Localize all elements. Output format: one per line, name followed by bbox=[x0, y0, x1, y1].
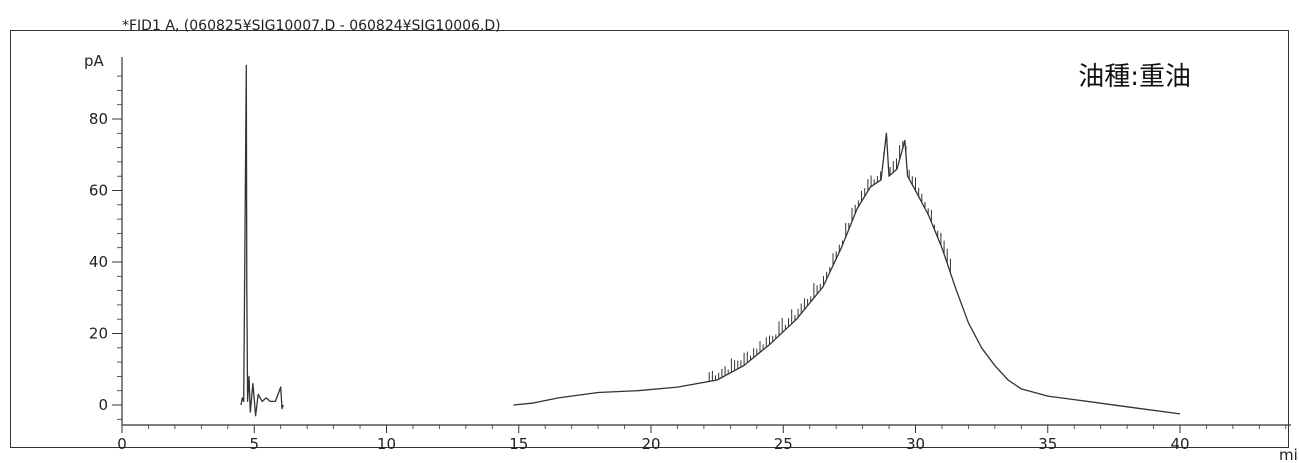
x-tick-label: 20 bbox=[641, 435, 660, 453]
x-tick-label: 0 bbox=[117, 435, 127, 453]
x-tick-label: 40 bbox=[1170, 435, 1189, 453]
x-tick-label: 15 bbox=[509, 435, 528, 453]
x-tick-label: 25 bbox=[774, 435, 793, 453]
x-tick-label: 35 bbox=[1038, 435, 1057, 453]
chromatogram-trace-segment bbox=[513, 132, 1181, 415]
x-tick-label: 30 bbox=[906, 435, 925, 453]
chart-frame bbox=[10, 30, 1289, 448]
chromatogram-trace-segment bbox=[240, 64, 284, 417]
y-tick-label: 80 bbox=[89, 110, 108, 128]
x-tick-label: 10 bbox=[377, 435, 396, 453]
y-axis-label: pA bbox=[84, 52, 105, 70]
axes-group: pA mi 0 20 40 60 80 0 5 10 15 20 25 30 35 40 bbox=[84, 52, 1298, 463]
oil-type-annotation: 油種:重油 bbox=[1078, 62, 1191, 92]
x-tick-label: 5 bbox=[249, 435, 259, 453]
y-tick-label: 60 bbox=[89, 182, 108, 200]
y-tick-label: 20 bbox=[89, 325, 108, 343]
series-group bbox=[240, 64, 1181, 417]
y-tick-label: 0 bbox=[98, 396, 108, 414]
x-axis-label: mi bbox=[1279, 446, 1298, 463]
chart-title: *FID1 A, (060825¥SIG10007.D - 060824¥SIG… bbox=[122, 18, 501, 34]
y-tick-label: 40 bbox=[89, 253, 108, 271]
